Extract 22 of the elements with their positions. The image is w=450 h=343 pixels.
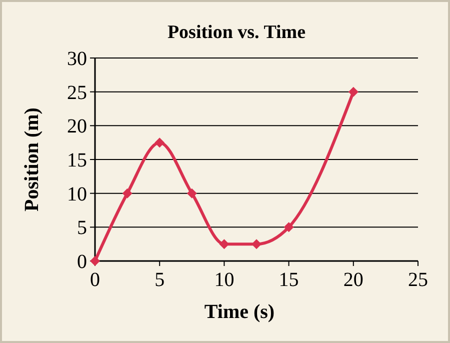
- chart-title: Position vs. Time: [167, 22, 306, 43]
- x-tick-label: 20: [343, 269, 364, 291]
- point: [219, 239, 230, 250]
- point: [122, 188, 132, 198]
- y-tick-label: 20: [67, 116, 87, 138]
- x-tick-label: 15: [278, 269, 299, 291]
- point: [154, 138, 165, 148]
- point: [186, 188, 197, 198]
- y-tick-label: 30: [67, 48, 87, 70]
- y-tick-label: 0: [77, 251, 87, 273]
- y-tick-label: 10: [67, 183, 87, 206]
- y-tick-label: 25: [67, 82, 87, 104]
- point: [348, 86, 358, 97]
- y-tick-label: 15: [67, 150, 87, 172]
- x-tick-label: 25: [408, 269, 428, 291]
- y-axis-title: Position (m): [21, 108, 43, 212]
- point: [284, 222, 294, 232]
- x-axis-title: Time (s): [204, 301, 275, 323]
- point: [252, 239, 262, 250]
- x-tick-label: 10: [214, 269, 234, 291]
- y-tick-label: 5: [77, 217, 87, 240]
- x-tick-label: 5: [154, 269, 165, 291]
